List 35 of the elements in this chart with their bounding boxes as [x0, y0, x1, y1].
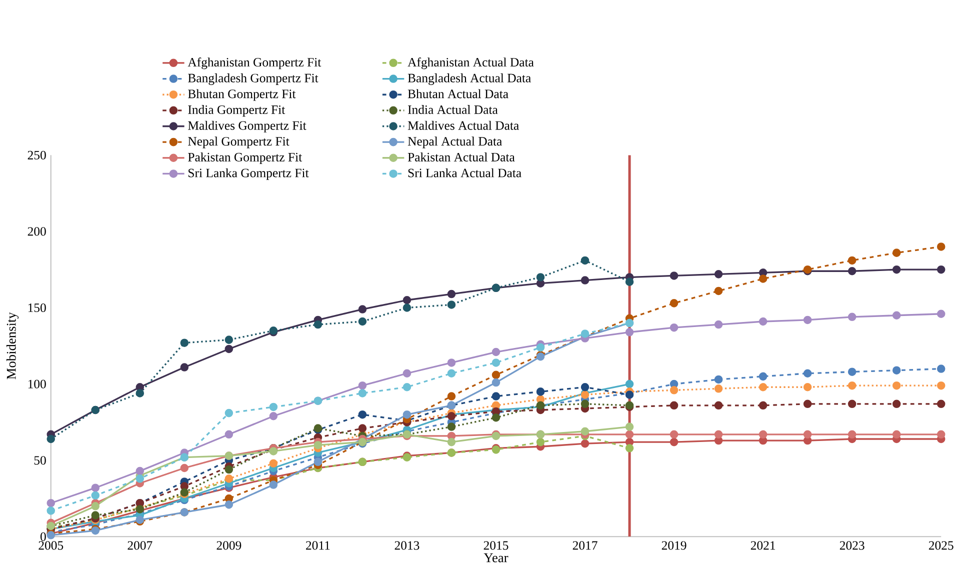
- legend-label: Sri Lanka Actual Data: [408, 168, 522, 178]
- legend-label: Pakistan Actual Data: [408, 152, 515, 162]
- x-tick-label: 2011: [306, 541, 330, 550]
- y-tick-label: 50: [34, 456, 46, 465]
- x-tick-label: 2005: [38, 541, 64, 550]
- y-tick-label: 250: [28, 150, 46, 160]
- legend-label: Nepal Actual Data: [408, 136, 502, 148]
- x-tick-label: 2023: [840, 541, 864, 550]
- legend-label: Bhutan Gompertz Fit: [188, 89, 296, 101]
- x-tick-label: 2025: [928, 541, 954, 550]
- x-tick-label: 2007: [128, 541, 152, 550]
- legend-label: Nepal Gompertz Fit: [188, 136, 290, 148]
- legend-label: Afghanistan Actual Data: [408, 57, 534, 70]
- y-tick-label: 0: [40, 532, 46, 541]
- legend-label: Maldives Actual Data: [408, 120, 519, 130]
- legend-label: Bangladesh Gompertz Fit: [188, 73, 318, 85]
- legend-label: Pakistan Gompertz Fit: [188, 152, 302, 164]
- legend-label: Afghanistan Gompertz Fit: [188, 57, 322, 70]
- x-tick-label: 2017: [572, 541, 598, 550]
- x-tick-label: 2015: [484, 541, 508, 550]
- legend-label: Maldives Gompertz Fit: [188, 120, 306, 132]
- x-tick-label: 2013: [394, 541, 420, 550]
- legend-label: Bangladesh Actual Data: [408, 73, 531, 85]
- x-tick-label: 2009: [216, 541, 242, 550]
- legend-label: Bhutan Actual Data: [408, 89, 508, 98]
- legend-label: India Gompertz Fit: [188, 105, 286, 117]
- x-tick-label: 2021: [750, 541, 776, 550]
- legend-label: Sri Lanka Gompertz Fit: [188, 168, 309, 180]
- y-axis-title: Mobidensity: [6, 312, 19, 380]
- x-axis-title: Year: [484, 553, 508, 562]
- legend-label: India Actual Data: [408, 105, 498, 114]
- x-tick-label: 2019: [662, 541, 686, 550]
- y-tick-label: 150: [28, 303, 46, 312]
- y-tick-label: 100: [28, 380, 46, 388]
- y-tick-label: 200: [28, 227, 46, 236]
